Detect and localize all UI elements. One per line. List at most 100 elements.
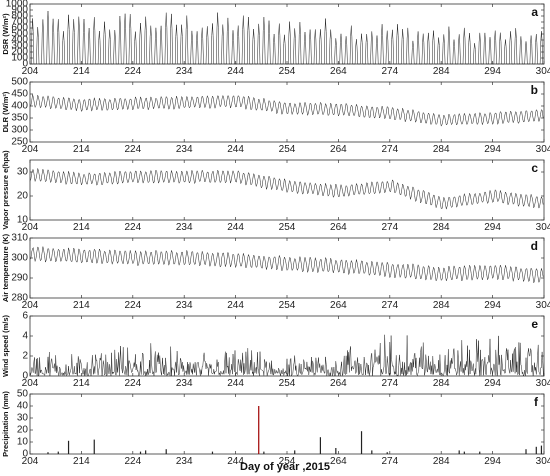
x-tick-label: 294 xyxy=(484,300,501,311)
y-tick-label: 20 xyxy=(17,191,29,202)
y-tick-label: 30 xyxy=(17,413,29,424)
x-tick-label: 224 xyxy=(124,300,141,311)
y-tick-label: 700 xyxy=(11,17,28,28)
x-tick-label: 304 xyxy=(536,222,550,233)
x-tick-label: 254 xyxy=(279,222,296,233)
x-tick-label: 294 xyxy=(484,378,501,389)
series-line xyxy=(29,94,544,127)
x-tick-label: 264 xyxy=(330,144,347,155)
x-tick-label: 204 xyxy=(22,456,39,467)
x-tick-label: 204 xyxy=(22,66,39,77)
x-tick-label: 204 xyxy=(22,300,39,311)
x-tick-label: 234 xyxy=(176,456,193,467)
x-tick-label: 244 xyxy=(227,144,244,155)
y-tick-label: 0 xyxy=(22,59,28,70)
y-tick-label: 6 xyxy=(22,311,28,322)
x-tick-label: 234 xyxy=(176,378,193,389)
panel-letter: c xyxy=(531,161,538,175)
x-tick-label: 254 xyxy=(279,144,296,155)
x-tick-label: 294 xyxy=(484,144,501,155)
y-tick-label: 450 xyxy=(11,89,28,100)
x-tick-label: 214 xyxy=(73,66,90,77)
x-tick-label: 204 xyxy=(22,222,39,233)
x-tick-label: 234 xyxy=(176,300,193,311)
x-tick-label: 284 xyxy=(433,144,450,155)
x-tick-label: 284 xyxy=(433,66,450,77)
x-tick-label: 274 xyxy=(381,300,398,311)
x-tick-label: 244 xyxy=(227,300,244,311)
y-tick-label: 10 xyxy=(17,437,29,448)
y-tick-label: 250 xyxy=(11,137,28,148)
y-tick-label: 300 xyxy=(11,125,28,136)
x-tick-label: 264 xyxy=(330,378,347,389)
x-tick-label: 274 xyxy=(381,378,398,389)
y-tick-label: 800 xyxy=(11,11,28,22)
x-tick-label: 214 xyxy=(73,378,90,389)
y-axis-label: Vapor pressure e(hpa) xyxy=(1,150,10,230)
y-tick-label: 300 xyxy=(11,41,28,52)
series-line xyxy=(30,10,544,65)
x-axis-label: Day of year ,2015 xyxy=(240,461,330,473)
panel-letter: b xyxy=(531,83,538,97)
x-tick-label: 204 xyxy=(22,144,39,155)
panel-c: 10 20 30 204 214 224 234 244 254 264 274 284 294 304 V… xyxy=(1,150,550,233)
x-tick-label: 234 xyxy=(176,222,193,233)
y-tick-label: 310 xyxy=(11,233,28,244)
y-axis-label: DLR (W/m²) xyxy=(1,91,10,132)
y-tick-label: 2 xyxy=(22,351,28,362)
x-tick-label: 284 xyxy=(433,456,450,467)
y-tick-label: 500 xyxy=(11,77,28,88)
x-tick-label: 244 xyxy=(227,456,244,467)
y-axis-label: DSR (W/m²) xyxy=(1,13,10,55)
x-tick-label: 224 xyxy=(124,378,141,389)
series-line xyxy=(29,168,544,210)
x-tick-label: 294 xyxy=(484,222,501,233)
y-tick-label: 900 xyxy=(11,5,28,16)
x-tick-label: 264 xyxy=(330,300,347,311)
x-tick-label: 214 xyxy=(73,222,90,233)
plot-frame xyxy=(29,159,545,221)
x-tick-label: 274 xyxy=(381,66,398,77)
x-tick-label: 274 xyxy=(381,222,398,233)
x-tick-label: 304 xyxy=(536,456,550,467)
x-tick-label: 264 xyxy=(330,456,347,467)
y-axis-label: Precipitation (mm) xyxy=(1,391,10,457)
plot-frame xyxy=(29,237,545,299)
y-tick-label: 200 xyxy=(11,47,28,58)
x-tick-label: 284 xyxy=(433,300,450,311)
x-tick-label: 264 xyxy=(330,222,347,233)
x-tick-label: 274 xyxy=(381,456,398,467)
y-tick-label: 1000 xyxy=(6,0,29,10)
x-tick-label: 214 xyxy=(73,300,90,311)
x-tick-label: 304 xyxy=(536,66,550,77)
y-tick-label: 600 xyxy=(11,23,28,34)
y-tick-label: 500 xyxy=(11,29,28,40)
y-tick-label: 4 xyxy=(22,331,28,342)
y-tick-label: 10 xyxy=(17,215,29,226)
y-axis-label: Wind speed (m/s) xyxy=(1,314,10,377)
x-tick-label: 244 xyxy=(227,378,244,389)
panel-letter: f xyxy=(534,395,539,409)
y-tick-label: 0 xyxy=(22,371,28,382)
x-tick-label: 204 xyxy=(22,378,39,389)
y-tick-label: 400 xyxy=(11,35,28,46)
panel-letter: d xyxy=(531,239,538,253)
x-tick-label: 214 xyxy=(73,144,90,155)
y-tick-label: 100 xyxy=(11,53,28,64)
x-tick-label: 294 xyxy=(484,456,501,467)
x-tick-label: 214 xyxy=(73,456,90,467)
panel-letter: a xyxy=(531,5,538,19)
x-tick-label: 224 xyxy=(124,456,141,467)
y-tick-label: 290 xyxy=(11,273,28,284)
y-tick-label: 30 xyxy=(17,167,29,178)
plot-frame xyxy=(29,315,545,377)
x-tick-label: 254 xyxy=(279,66,296,77)
x-tick-label: 294 xyxy=(484,66,501,77)
y-tick-label: 350 xyxy=(11,113,28,124)
plot-frame xyxy=(29,393,545,455)
